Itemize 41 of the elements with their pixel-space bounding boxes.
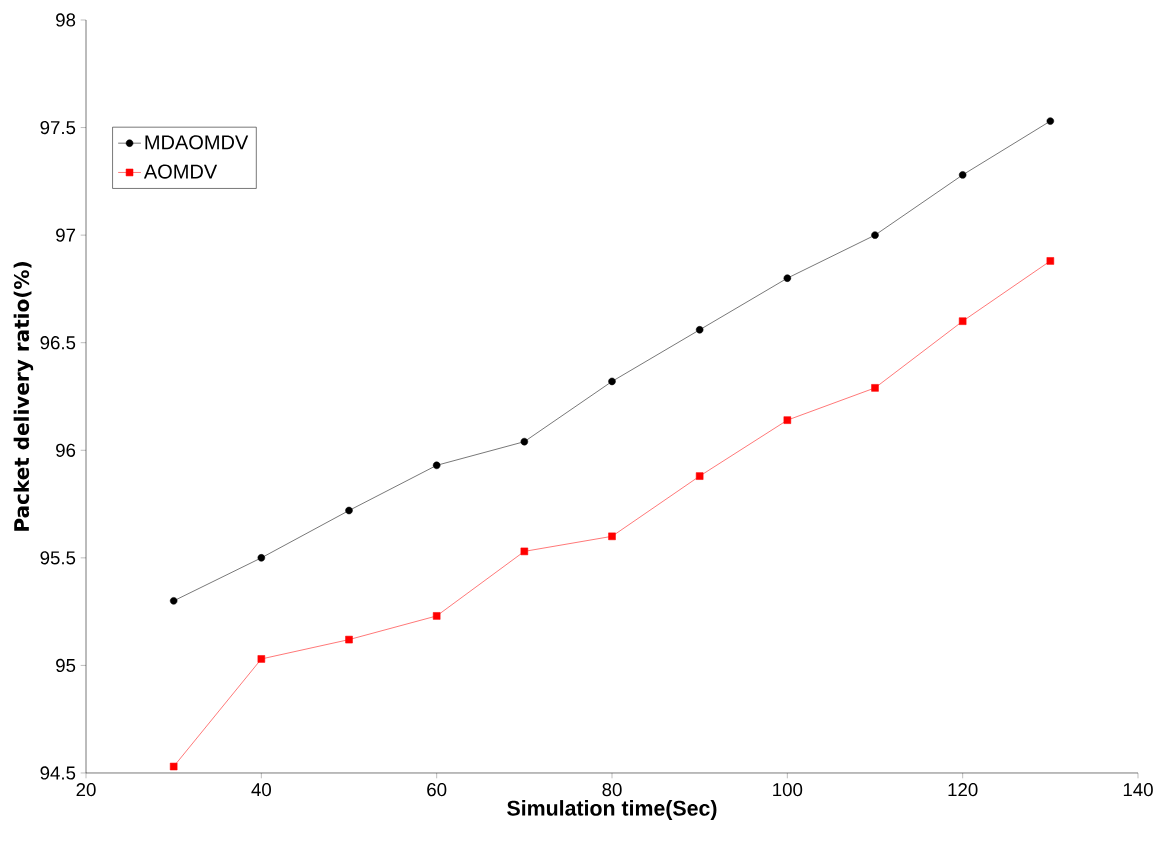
point [520, 547, 529, 556]
y-tick-label: 98 [56, 13, 76, 27]
point [432, 612, 441, 620]
y-tick-label: 95 [56, 658, 76, 673]
point [695, 326, 704, 334]
point [958, 171, 967, 179]
point [608, 377, 616, 386]
y-tick-label: 95.5 [40, 551, 76, 565]
x-tick-label: 20 [76, 783, 96, 797]
x-tick-label: 60 [427, 783, 447, 797]
x-tick-label: 140 [1123, 783, 1153, 797]
point [520, 437, 529, 446]
y-axis-title: Packet delivery ratio(%) [13, 262, 34, 531]
point [432, 461, 441, 470]
x-tick-label: 100 [773, 783, 803, 797]
point [783, 416, 792, 424]
point [257, 655, 266, 663]
point [871, 231, 879, 239]
point [345, 635, 353, 644]
y-tick-label: 97.5 [40, 120, 76, 135]
point [783, 274, 792, 282]
legend-label: MDAOMDV [145, 135, 249, 150]
x-tick-label: 80 [602, 783, 622, 797]
x-axis-title: Simulation time(Sec) [507, 800, 717, 820]
point [958, 317, 967, 325]
point [169, 597, 178, 605]
y-tick-label: 97 [56, 228, 76, 242]
point [695, 472, 704, 480]
y-tick-label: 96.5 [40, 336, 76, 350]
point [169, 762, 178, 771]
point [871, 384, 879, 392]
point [608, 532, 616, 541]
point [1046, 117, 1055, 125]
legend-label: AOMDV [143, 164, 218, 179]
point [257, 554, 266, 562]
x-tick-label: 40 [251, 783, 271, 797]
y-tick-label: 96 [56, 443, 76, 457]
point [1046, 257, 1055, 265]
x-tick-label: 120 [948, 783, 978, 797]
y-tick-label: 94.5 [40, 766, 76, 780]
point [345, 506, 353, 515]
